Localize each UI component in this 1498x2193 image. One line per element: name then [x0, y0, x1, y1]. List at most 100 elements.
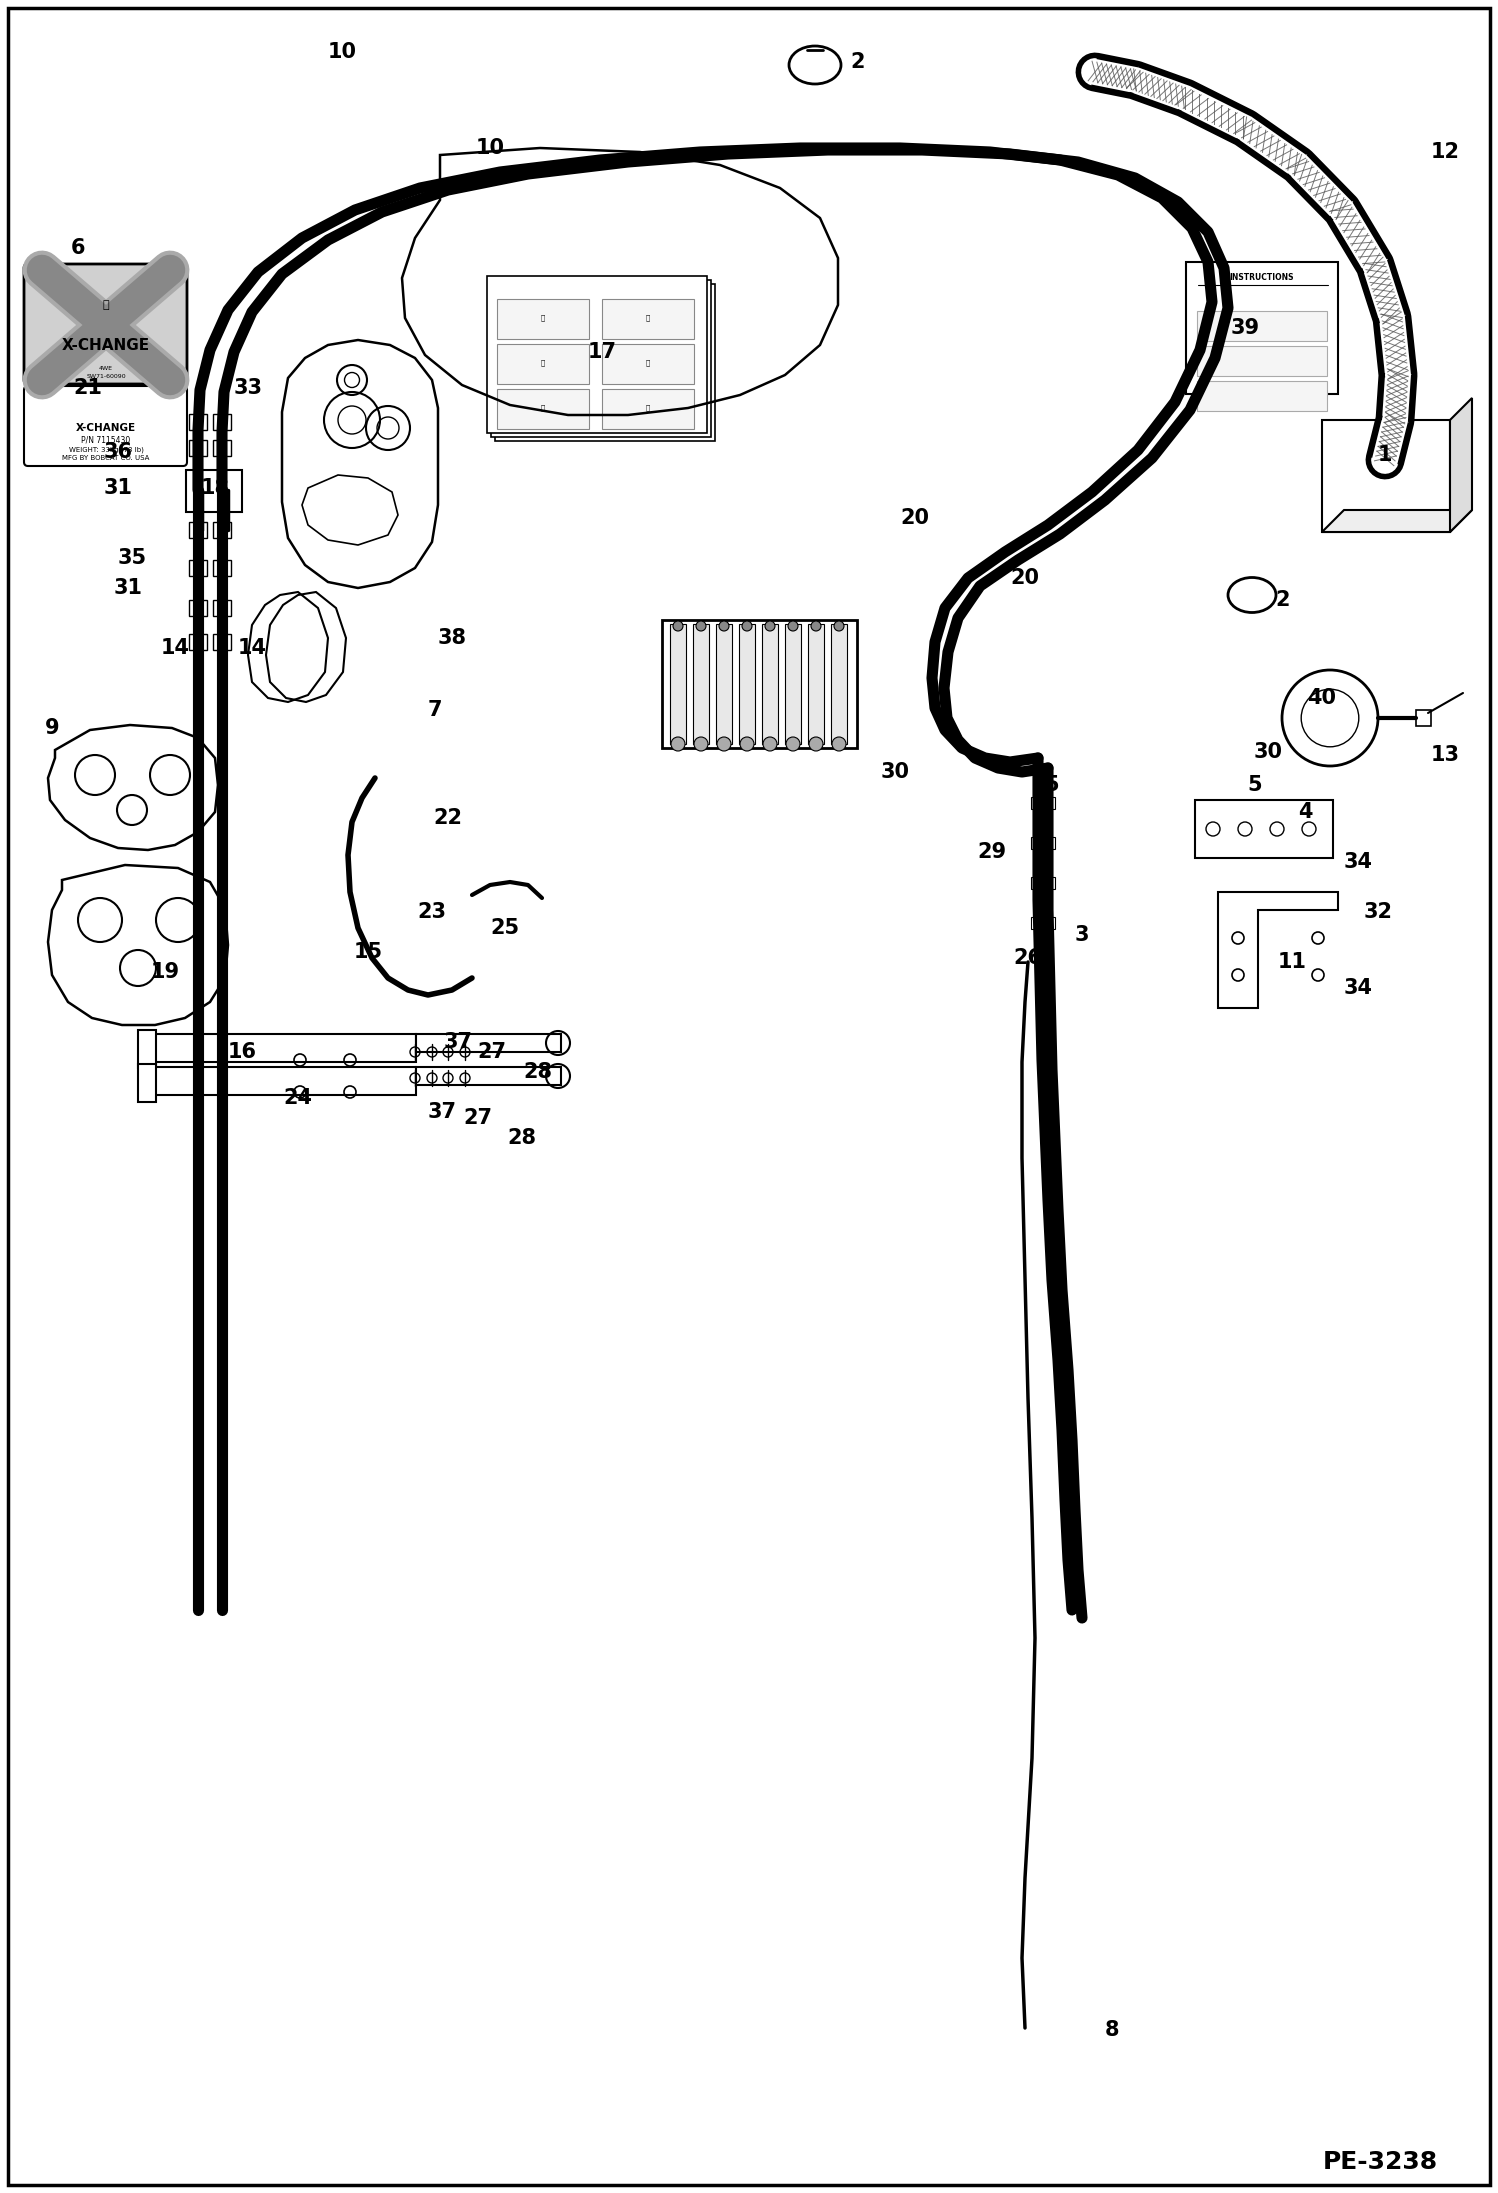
Text: X-CHANGE: X-CHANGE — [76, 423, 136, 432]
Text: 15: 15 — [354, 943, 382, 963]
Text: WEIGHT: 33kg (73 lb): WEIGHT: 33kg (73 lb) — [69, 447, 144, 454]
Bar — [1031, 796, 1046, 809]
Text: 39: 39 — [1230, 318, 1260, 338]
Circle shape — [831, 737, 846, 750]
Text: 10: 10 — [475, 138, 505, 158]
Text: 27: 27 — [478, 1042, 506, 1061]
Text: 35: 35 — [117, 548, 147, 568]
Text: 20: 20 — [900, 509, 929, 529]
FancyBboxPatch shape — [1186, 261, 1338, 395]
Text: SW71-60090: SW71-60090 — [87, 373, 126, 379]
Bar — [189, 441, 207, 456]
FancyBboxPatch shape — [24, 263, 187, 384]
Bar — [662, 621, 857, 748]
Text: PE-3238: PE-3238 — [1323, 2149, 1438, 2173]
Text: 🔧: 🔧 — [541, 360, 545, 366]
Text: 13: 13 — [1431, 746, 1459, 765]
Bar — [189, 414, 207, 430]
Circle shape — [697, 621, 706, 632]
Circle shape — [765, 621, 774, 632]
Text: 7: 7 — [428, 700, 442, 719]
Text: 2: 2 — [1276, 590, 1290, 610]
Polygon shape — [1450, 397, 1473, 533]
Text: 14: 14 — [160, 638, 190, 658]
FancyBboxPatch shape — [497, 344, 589, 384]
Text: X-CHANGE: X-CHANGE — [61, 338, 150, 353]
Bar — [189, 485, 207, 500]
Text: 33: 33 — [234, 377, 262, 397]
Text: 34: 34 — [1344, 978, 1372, 998]
Bar — [138, 1064, 156, 1103]
Text: 26: 26 — [1014, 947, 1043, 967]
Text: 31: 31 — [103, 478, 132, 498]
Text: 27: 27 — [463, 1107, 493, 1127]
Bar — [1041, 796, 1055, 809]
Bar — [831, 625, 846, 743]
Text: 36: 36 — [103, 443, 132, 463]
Circle shape — [718, 737, 731, 750]
Text: 37: 37 — [443, 1033, 472, 1053]
Bar — [1195, 800, 1333, 857]
Text: 6: 6 — [70, 239, 85, 259]
Bar — [189, 634, 207, 649]
Text: 12: 12 — [1431, 143, 1459, 162]
Bar — [1041, 917, 1055, 930]
Text: 24: 24 — [283, 1088, 313, 1107]
Text: 30: 30 — [1254, 741, 1282, 761]
Bar — [762, 625, 777, 743]
Polygon shape — [1323, 511, 1473, 533]
Text: 4WE: 4WE — [99, 366, 112, 371]
Bar — [785, 625, 801, 743]
FancyBboxPatch shape — [494, 285, 715, 441]
Text: INSTRUCTIONS: INSTRUCTIONS — [1230, 274, 1294, 283]
Circle shape — [788, 621, 798, 632]
FancyBboxPatch shape — [602, 388, 694, 430]
Bar — [416, 1068, 560, 1086]
Circle shape — [762, 737, 777, 750]
Bar — [189, 601, 207, 616]
Text: 5: 5 — [1248, 774, 1263, 796]
Bar — [138, 1031, 156, 1068]
FancyBboxPatch shape — [1197, 346, 1327, 375]
Text: 17: 17 — [587, 342, 617, 362]
Text: 3: 3 — [1074, 925, 1089, 945]
Bar — [670, 625, 686, 743]
Bar — [148, 1035, 416, 1061]
Bar — [213, 414, 231, 430]
Bar — [213, 522, 231, 537]
Text: 🔧: 🔧 — [646, 314, 650, 322]
Text: 5: 5 — [1044, 774, 1059, 796]
Circle shape — [834, 621, 843, 632]
Circle shape — [742, 621, 752, 632]
Text: 25: 25 — [490, 919, 520, 939]
Text: 2: 2 — [851, 53, 866, 72]
Text: 31: 31 — [114, 579, 142, 599]
Bar — [807, 625, 824, 743]
Text: 28: 28 — [508, 1127, 536, 1147]
Text: 22: 22 — [433, 807, 463, 829]
Text: 8: 8 — [1104, 2020, 1119, 2039]
Circle shape — [673, 621, 683, 632]
Bar — [213, 485, 231, 500]
FancyBboxPatch shape — [487, 276, 707, 432]
Text: 38: 38 — [437, 627, 466, 647]
FancyBboxPatch shape — [491, 281, 712, 436]
Text: 🔧: 🔧 — [541, 314, 545, 322]
Bar — [213, 441, 231, 456]
Circle shape — [786, 737, 800, 750]
Text: 🔧: 🔧 — [646, 360, 650, 366]
Circle shape — [719, 621, 730, 632]
Bar — [189, 522, 207, 537]
Bar — [416, 1035, 560, 1053]
Bar — [1031, 917, 1046, 930]
Text: MFG BY BOBCAT CO. USA: MFG BY BOBCAT CO. USA — [63, 454, 150, 461]
Text: 23: 23 — [418, 901, 446, 921]
Text: 🔧: 🔧 — [541, 406, 545, 412]
Bar — [1041, 877, 1055, 888]
Bar — [189, 559, 207, 577]
Bar — [716, 625, 733, 743]
Circle shape — [810, 621, 821, 632]
Bar — [213, 559, 231, 577]
Circle shape — [671, 737, 685, 750]
Bar — [1031, 838, 1046, 849]
